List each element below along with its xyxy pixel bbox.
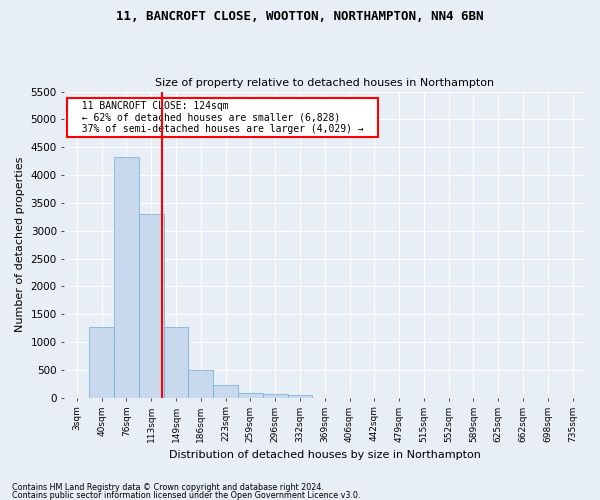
Title: Size of property relative to detached houses in Northampton: Size of property relative to detached ho… bbox=[155, 78, 494, 88]
X-axis label: Distribution of detached houses by size in Northampton: Distribution of detached houses by size … bbox=[169, 450, 481, 460]
Text: Contains public sector information licensed under the Open Government Licence v3: Contains public sector information licen… bbox=[12, 491, 361, 500]
Bar bbox=[287, 394, 313, 398]
Bar bbox=[114, 156, 139, 398]
Bar bbox=[238, 392, 263, 398]
Text: Contains HM Land Registry data © Crown copyright and database right 2024.: Contains HM Land Registry data © Crown c… bbox=[12, 484, 324, 492]
Bar bbox=[89, 327, 114, 398]
Y-axis label: Number of detached properties: Number of detached properties bbox=[15, 157, 25, 332]
Bar bbox=[188, 370, 213, 398]
Text: 11 BANCROFT CLOSE: 124sqm  
  ← 62% of detached houses are smaller (6,828)  
  3: 11 BANCROFT CLOSE: 124sqm ← 62% of detac… bbox=[70, 100, 375, 134]
Bar bbox=[263, 394, 287, 398]
Bar bbox=[164, 327, 188, 398]
Text: 11, BANCROFT CLOSE, WOOTTON, NORTHAMPTON, NN4 6BN: 11, BANCROFT CLOSE, WOOTTON, NORTHAMPTON… bbox=[116, 10, 484, 23]
Bar bbox=[213, 386, 238, 398]
Bar bbox=[139, 214, 164, 398]
